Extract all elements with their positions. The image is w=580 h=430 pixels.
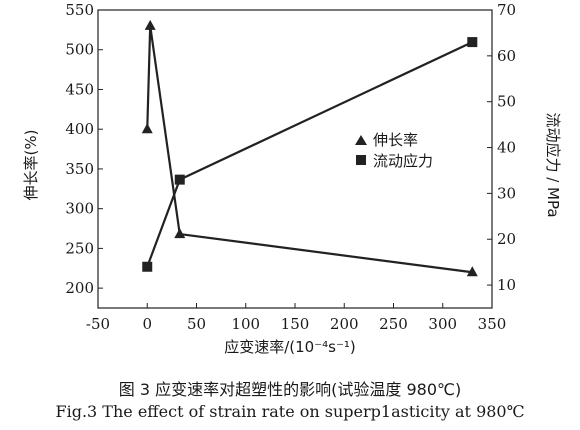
y-left-tick-label: 450 — [65, 80, 94, 98]
y-right-tick-label: 70 — [497, 1, 516, 19]
legend-label-elongation: 伸长率 — [373, 131, 418, 149]
y-right-tick-label: 20 — [497, 230, 516, 248]
legend-marker-triangle — [355, 135, 367, 145]
y-left-tick-label: 550 — [65, 1, 94, 19]
data-point-square — [142, 261, 153, 272]
data-point-triangle — [141, 123, 153, 134]
x-tick-label: 200 — [330, 315, 359, 333]
y-left-tick-label: 250 — [65, 239, 94, 257]
x-tick-label: 50 — [187, 315, 206, 333]
chart: -50 0 50 100 150 200 250 300 350 200 250 300 350 400 4… — [22, 1, 562, 356]
y-left-tick-label: 200 — [65, 279, 94, 297]
y-left-tick-label: 300 — [65, 200, 94, 218]
figure-caption-en: Fig.3 The effect of strain rate on super… — [55, 402, 525, 421]
y-right-tick-label: 60 — [497, 47, 516, 65]
x-tick-label: -50 — [86, 315, 110, 333]
y-left-tick-label: 400 — [65, 120, 94, 138]
y-left-tick-label: 500 — [65, 41, 94, 59]
legend-marker-square — [356, 155, 366, 165]
x-axis-title: 应变速率/(10⁻⁴s⁻¹) — [224, 338, 356, 356]
legend-label-flow-stress: 流动应力 — [373, 152, 433, 170]
ticks-group: -50 0 50 100 150 200 250 300 350 200 250 300 350 400 4… — [65, 1, 516, 333]
x-tick-label: 0 — [142, 315, 152, 333]
y-axis-right-title: 流动应力 / MPa — [544, 112, 562, 217]
y-axis-left-title: 伸长率(%) — [22, 130, 40, 201]
x-tick-label: 250 — [379, 315, 408, 333]
data-point-triangle — [144, 19, 156, 30]
y-right-tick-label: 40 — [497, 139, 516, 157]
x-tick-label: 100 — [231, 315, 260, 333]
figure-caption-cn: 图 3 应变速率对超塑性的影响(试验温度 980℃) — [118, 380, 462, 399]
series-group — [141, 19, 478, 277]
y-left-tick-label: 350 — [65, 160, 94, 178]
data-point-square — [467, 37, 478, 48]
x-tick-label: 300 — [428, 315, 457, 333]
y-right-tick-label: 30 — [497, 184, 516, 202]
data-point-triangle — [466, 266, 478, 277]
y-right-tick-label: 50 — [497, 93, 516, 111]
y-right-tick-label: 10 — [497, 276, 516, 294]
series-line-0 — [146, 24, 473, 274]
data-point-square — [174, 174, 185, 185]
x-tick-label: 150 — [281, 315, 310, 333]
legend: 伸长率 流动应力 — [355, 131, 433, 170]
x-tick-label: 350 — [478, 315, 507, 333]
data-point-triangle — [174, 228, 186, 239]
